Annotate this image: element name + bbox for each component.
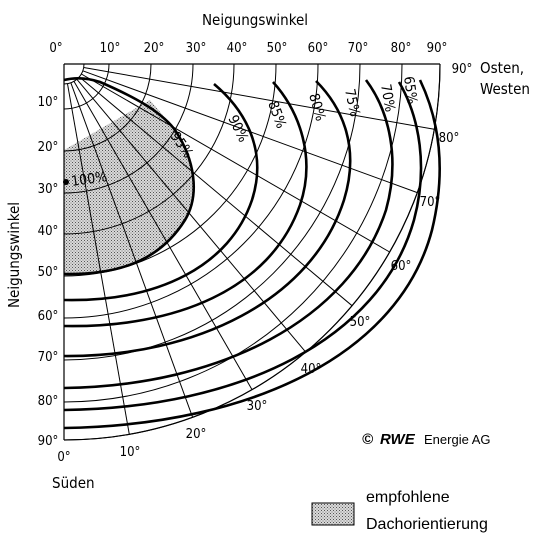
grid-radial-line	[78, 76, 353, 307]
orient-tick-20: 20°	[186, 427, 207, 442]
left-tick-20: 20°	[38, 140, 59, 155]
top-tick-70: 70°	[348, 41, 369, 56]
curve-label-80: 80%	[305, 92, 328, 123]
curve-label-100: 100%	[70, 169, 108, 190]
orientation-tick-labels: 0° 10° 20° 30° 40° 50° 60° 70° 80° 90°	[57, 62, 472, 465]
top-tick-20: 20°	[144, 41, 165, 56]
efficiency-curve	[63, 83, 259, 302]
efficiency-curve	[63, 79, 441, 430]
left-tick-40: 40°	[38, 224, 59, 239]
top-tick-0: 0°	[49, 41, 62, 56]
orient-tick-30: 30°	[247, 399, 268, 414]
efficiency-curve	[63, 81, 308, 328]
orient-tick-50: 50°	[350, 315, 371, 330]
legend-line2: Dachorientierung	[366, 516, 488, 533]
efficiency-curve	[63, 81, 423, 412]
south-label: Süden	[52, 474, 95, 492]
top-tick-30: 30°	[186, 41, 207, 56]
copyright-brand: RWE	[380, 431, 416, 448]
orient-tick-90: 90°	[452, 62, 473, 77]
left-tick-70: 70°	[38, 350, 59, 365]
top-tick-90: 90°	[427, 41, 448, 56]
grid-arc	[63, 63, 194, 194]
copyright-notice: © RWE Energie AG	[362, 431, 491, 448]
east-west-label-line2: Westen	[480, 80, 530, 98]
top-axis-title: Neigungswinkel	[202, 11, 308, 29]
efficiency-curve	[63, 76, 195, 276]
left-tick-50: 50°	[38, 265, 59, 280]
grid-radial-line	[81, 73, 390, 253]
top-tick-60: 60°	[308, 41, 329, 56]
efficiency-curves	[63, 76, 441, 430]
grid-arc	[63, 63, 403, 403]
grid-radial-line	[76, 78, 307, 353]
grid-radial-line	[70, 82, 194, 418]
top-tick-10: 10°	[100, 41, 121, 56]
orient-tick-60: 60°	[391, 259, 412, 274]
curve-label-90: 90%	[224, 113, 251, 145]
grid-arc	[63, 63, 319, 319]
legend: empfohlene Dachorientierung	[311, 489, 488, 533]
left-tick-10: 10°	[38, 95, 59, 110]
top-tick-50: 50°	[267, 41, 288, 56]
top-tick-80: 80°	[391, 41, 412, 56]
diagram-frame	[63, 63, 441, 441]
orient-tick-40: 40°	[301, 362, 322, 377]
left-tick-labels: 10° 20° 30° 40° 50° 60° 70° 80° 90°	[38, 95, 59, 449]
orient-tick-10: 10°	[120, 445, 141, 460]
grid-arc	[63, 63, 152, 152]
east-west-label-line1: Osten,	[480, 59, 524, 77]
efficiency-curve	[63, 80, 352, 358]
grid-arc	[63, 63, 85, 85]
legend-line1: empfohlene	[366, 489, 450, 506]
grid-radial-line	[73, 81, 253, 390]
orient-tick-80: 80°	[439, 131, 460, 146]
curve-label-70: 70%	[377, 83, 398, 113]
orient-tick-0: 0°	[57, 450, 70, 465]
curve-label-65: 65%	[400, 75, 420, 105]
top-tick-40: 40°	[227, 41, 248, 56]
left-tick-60: 60°	[38, 309, 59, 324]
efficiency-curve	[63, 79, 394, 390]
top-tick-labels: 0° 10° 20° 30° 40° 50° 60° 70° 80° 90°	[49, 41, 447, 56]
left-axis-title: Neigungswinkel	[5, 202, 23, 308]
copyright-rest: Energie AG	[424, 432, 491, 447]
curve-label-85: 85%	[264, 99, 289, 131]
orient-tick-70: 70°	[420, 195, 441, 210]
copyright-symbol: ©	[362, 431, 374, 448]
left-tick-90: 90°	[38, 434, 59, 449]
grid-radial-line	[66, 83, 130, 435]
curve-label-75: 75%	[341, 88, 362, 119]
left-tick-80: 80°	[38, 394, 59, 409]
legend-swatch	[311, 502, 355, 526]
left-tick-30: 30°	[38, 182, 59, 197]
grid-radial-line	[83, 66, 435, 130]
optimum-point	[63, 179, 69, 185]
